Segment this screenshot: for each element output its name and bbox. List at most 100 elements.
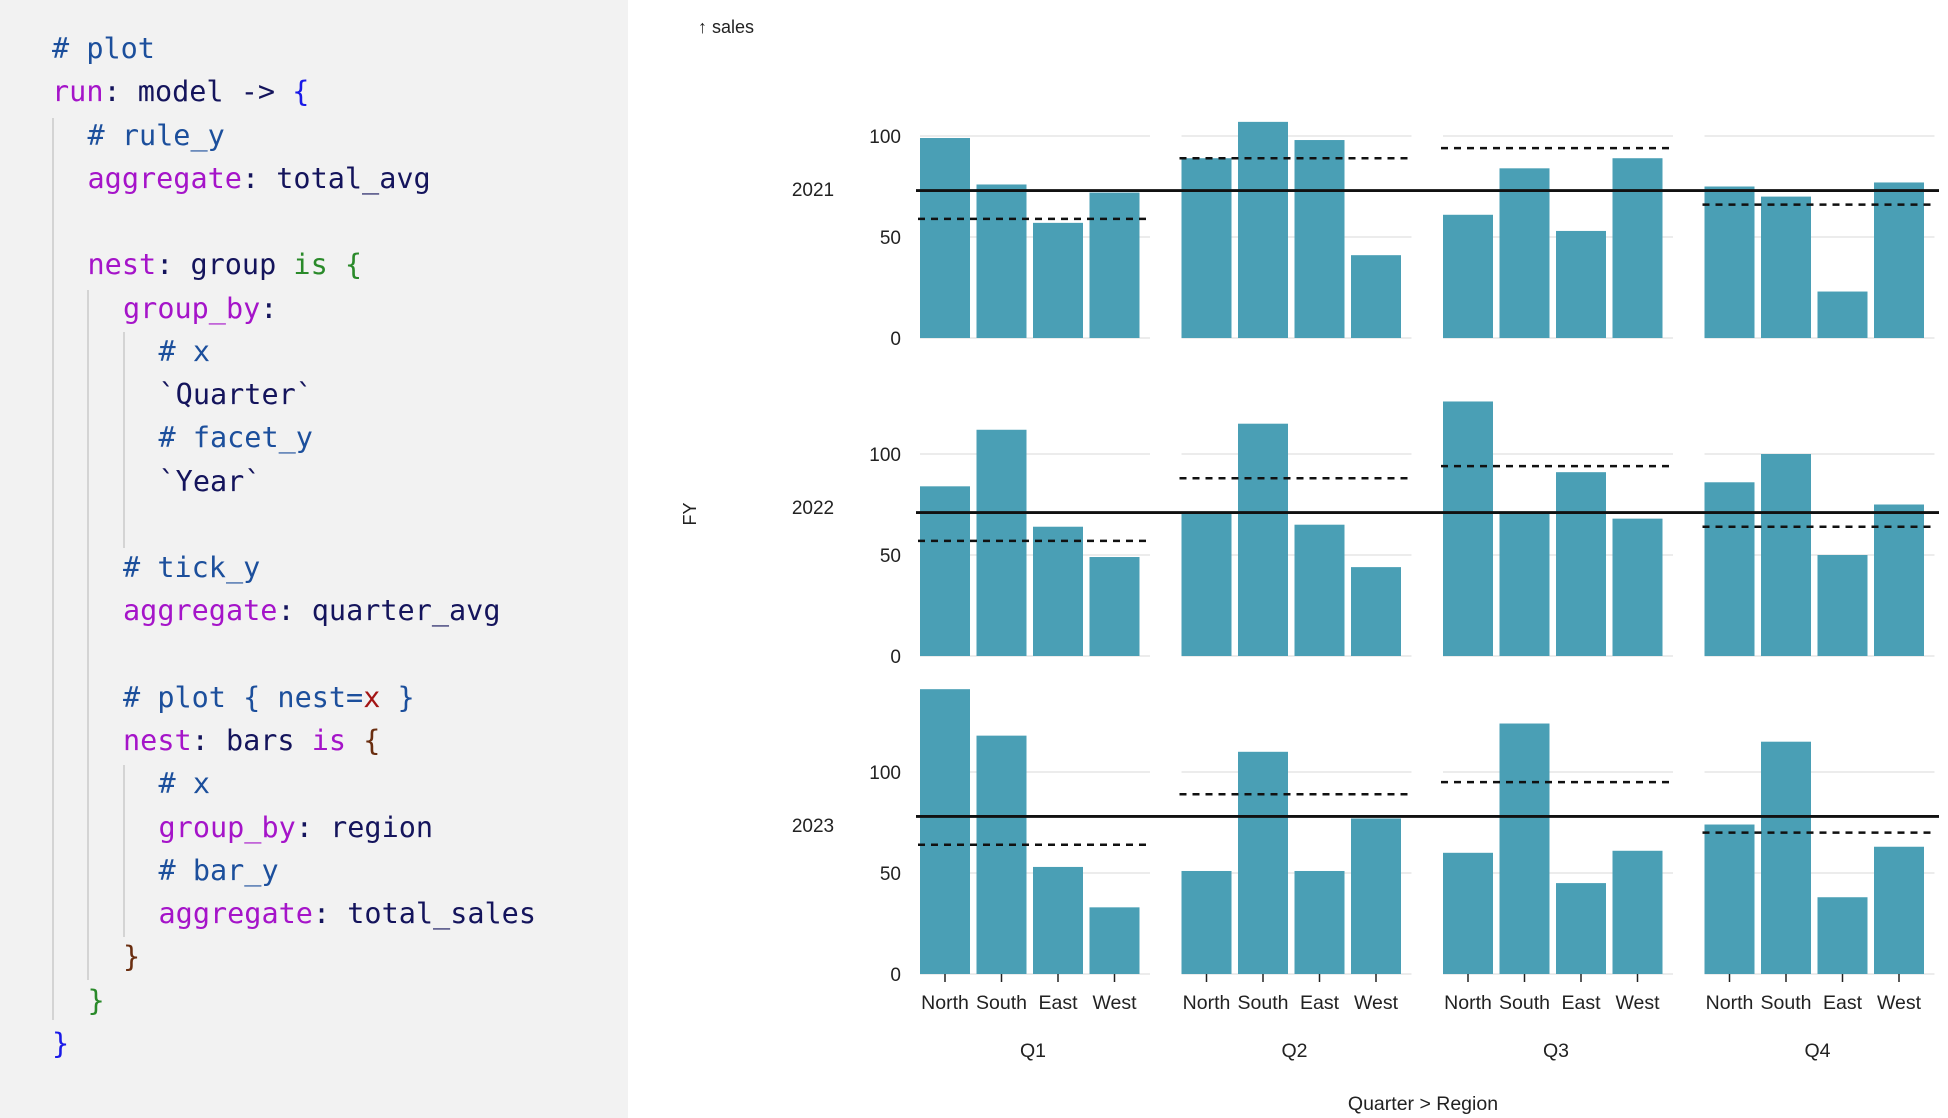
bar-2023-Q4-South — [1761, 741, 1811, 974]
x-axis-title: Quarter > Region — [1348, 1093, 1498, 1115]
x-tick-label-quarter: Q4 — [1804, 1040, 1830, 1062]
bar-2021-Q4-West — [1874, 182, 1924, 338]
bar-2022-Q4-North — [1704, 482, 1755, 656]
x-tick-label-region: North — [921, 992, 969, 1014]
code-token: : group — [156, 248, 294, 282]
y-tick-label: 100 — [869, 127, 901, 148]
facet-axis-label: FY — [680, 502, 700, 525]
code-line: # plot { nest=x } — [123, 676, 415, 719]
code-line: # x — [159, 762, 210, 805]
bar-2021-Q2-South — [1238, 121, 1288, 338]
code-token: nest — [87, 248, 157, 282]
code-token: # x — [158, 767, 210, 801]
code-token: { — [363, 724, 381, 757]
bar-2022-Q3-North — [1443, 401, 1493, 656]
bar-2022-Q2-North — [1181, 512, 1232, 656]
bar-2021-Q2-North — [1181, 158, 1232, 338]
bar-2021-Q3-South — [1499, 168, 1550, 338]
bar-2023-Q3-West — [1612, 850, 1663, 974]
x-tick-label-region: North — [1444, 992, 1492, 1014]
code-token: group_by — [123, 291, 261, 325]
code-token: : total_avg — [241, 161, 431, 195]
code-line: run: model -> { — [52, 70, 309, 113]
faceted-bar-chart: ↑ sales FY 2021 0 50 100 2022 0 50 100 2023 0 50 100 N… — [680, 17, 1939, 1115]
code-token: run — [52, 75, 104, 109]
code-line: `Quarter` — [159, 373, 313, 416]
code-token: : bars — [191, 724, 312, 757]
facet-year-label: 2021 — [792, 180, 834, 201]
bar-2023-Q3-East — [1556, 883, 1606, 974]
bar-2021-Q3-East — [1556, 230, 1606, 338]
x-tick-label-region: South — [976, 992, 1027, 1014]
y-axis-title: ↑ sales — [698, 17, 754, 37]
code-token: x — [363, 680, 381, 714]
bar-2023-Q2-East — [1294, 870, 1345, 974]
facet-row-2023: 2023 0 50 100 — [792, 689, 1939, 986]
bar-2021-Q1-West — [1089, 192, 1140, 338]
facet-row-2021: 2021 0 50 100 — [792, 121, 1939, 350]
y-tick-label: 0 — [890, 329, 901, 350]
x-tick-label-quarter: Q3 — [1543, 1040, 1569, 1062]
bar-2021-Q3-West — [1612, 158, 1663, 338]
y-tick-label: 0 — [890, 647, 901, 668]
code-token: } — [52, 1026, 70, 1060]
facet-year-label: 2023 — [792, 816, 834, 837]
code-line: group_by: — [123, 287, 277, 330]
bar-2022-Q4-West — [1874, 504, 1924, 656]
bar-2023-Q2-West — [1351, 818, 1401, 974]
x-tick-label-quarter: Q2 — [1281, 1040, 1307, 1062]
code-token: is — [311, 724, 347, 757]
bar-2022-Q2-West — [1351, 567, 1401, 656]
code-token: # plot { nest= — [123, 680, 364, 714]
code-line: # plot — [52, 27, 155, 70]
y-tick-label: 50 — [880, 864, 901, 885]
x-tick-label-region: South — [1761, 992, 1812, 1014]
bar-2021-Q4-North — [1704, 186, 1755, 338]
y-tick-label: 50 — [880, 546, 901, 567]
code-token: { — [344, 248, 363, 282]
code-token: } — [123, 940, 141, 974]
code-token: # tick_y — [123, 551, 261, 584]
code-token: } — [380, 680, 415, 714]
bar-2021-Q1-East — [1033, 222, 1083, 338]
code-token: aggregate — [87, 161, 242, 195]
code-panel: # plot run: model -> {# rule_y aggregate: … — [0, 0, 628, 1118]
code-line: } — [88, 979, 105, 1022]
code-token: { — [292, 75, 310, 109]
x-tick-label-region: North — [1183, 992, 1231, 1014]
code-token: group_by — [158, 810, 296, 844]
x-tick-label-region: South — [1499, 992, 1550, 1014]
code-token: : quarter_avg — [277, 594, 501, 628]
facet-row-2022: 2022 0 50 100 — [792, 401, 1939, 668]
code-token: # facet_y — [158, 421, 313, 455]
bar-2022-Q2-East — [1294, 524, 1345, 656]
code-token — [346, 724, 363, 757]
bar-2022-Q3-East — [1556, 472, 1606, 656]
y-tick-label: 100 — [869, 445, 901, 466]
x-tick-label-region: East — [1300, 992, 1340, 1014]
x-tick-label-region: East — [1561, 992, 1601, 1014]
bar-2022-Q1-West — [1089, 557, 1140, 656]
code-token: # x — [158, 334, 210, 368]
bar-2023-Q3-North — [1443, 852, 1493, 974]
bar-2021-Q4-East — [1817, 291, 1868, 338]
code-line: `Year` — [159, 460, 262, 503]
nest-guide-outer — [52, 118, 54, 1020]
bar-2022-Q1-North — [920, 486, 970, 656]
bar-2021-Q4-South — [1761, 196, 1811, 338]
facet-year-label: 2022 — [792, 498, 834, 519]
bar-2022-Q3-West — [1612, 518, 1663, 656]
x-tick-label-region: South — [1238, 992, 1289, 1014]
code-line: # x — [159, 330, 210, 373]
x-tick-label-region: West — [1877, 992, 1922, 1014]
x-tick-label-region: North — [1706, 992, 1754, 1014]
nest-guide-group — [87, 290, 89, 980]
x-tick-label-quarter: Q1 — [1020, 1040, 1046, 1062]
code-token: # bar_y — [158, 853, 279, 887]
bar-2021-Q1-South — [976, 184, 1027, 338]
bar-2021-Q2-East — [1294, 140, 1345, 338]
code-token: is — [293, 248, 328, 282]
code-token: : — [260, 291, 278, 325]
nest-guide-bars — [123, 765, 125, 937]
